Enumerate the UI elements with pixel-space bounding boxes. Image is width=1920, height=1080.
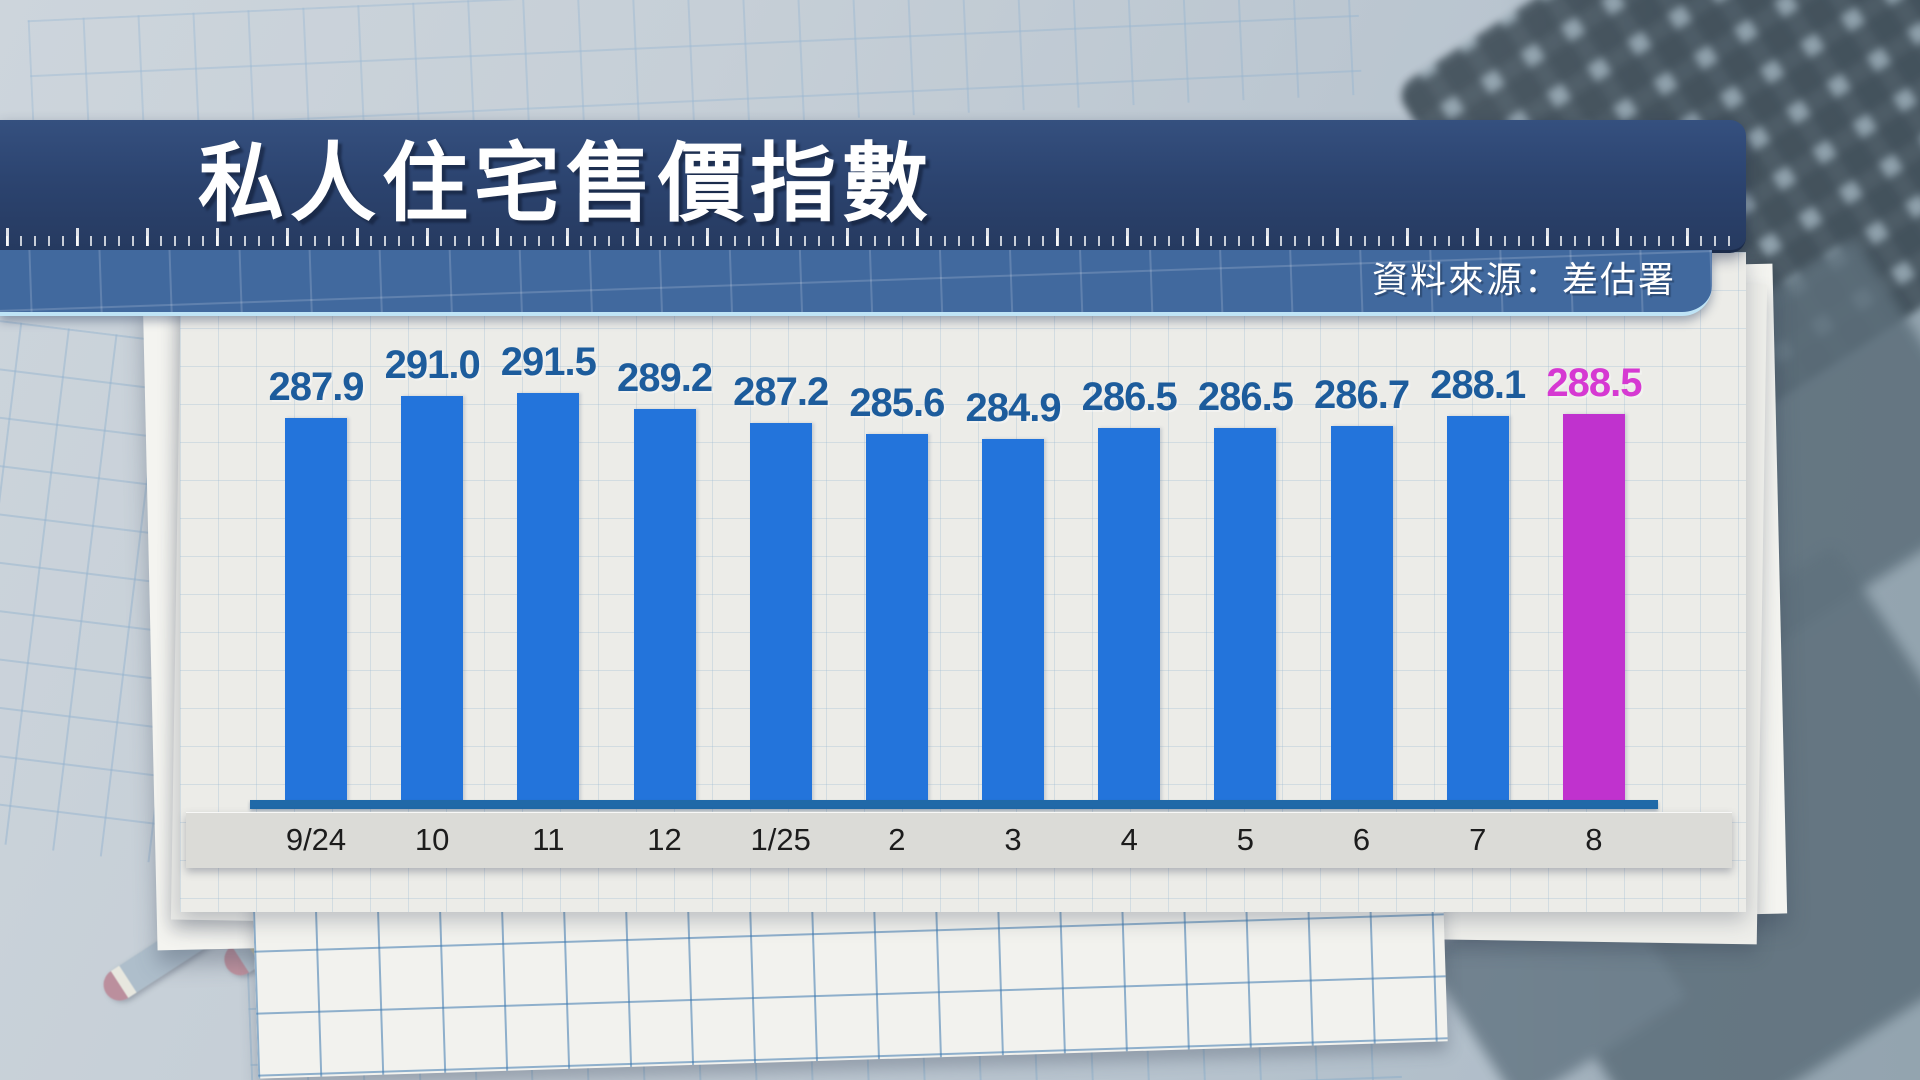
bar-value-label: 287.2 [733, 370, 829, 414]
bar-cell: 284.9 [965, 386, 1062, 805]
bar-value-label: 288.5 [1546, 361, 1642, 405]
bar-value-label: 286.5 [1081, 375, 1178, 419]
bar [633, 409, 696, 805]
bar [749, 423, 812, 805]
bar [401, 396, 464, 805]
ruler-ticks-decoration [6, 228, 1736, 246]
x-axis-label: 8 [1585, 822, 1603, 857]
x-axis-label-strip: 9/24 10 11 12 1/25 2 3 4 5 6 7 8 [186, 812, 1732, 868]
bar-value-label: 284.9 [965, 386, 1061, 430]
page-title: 私人住宅售價指數 [198, 136, 934, 232]
bar [1446, 416, 1509, 805]
bar [517, 393, 580, 805]
bar-chart: 287.9 291.0 291.5 289.2 287.2 285.6 284.… [268, 340, 1642, 805]
bar-cell: 291.0 [385, 343, 481, 805]
bar [1562, 414, 1625, 805]
bar [982, 439, 1045, 805]
bar-cell: 286.5 [1198, 375, 1294, 805]
bar-value-label: 286.7 [1314, 373, 1410, 417]
bar-value-label: 285.6 [849, 381, 945, 425]
bar [1330, 426, 1393, 805]
bar-value-label: 289.2 [616, 356, 713, 400]
x-axis-label: 4 [1120, 822, 1138, 857]
bar-cell: 289.2 [617, 356, 713, 805]
bar-cell: 288.5 [1546, 361, 1642, 805]
bar-cell: 286.7 [1314, 373, 1410, 805]
x-axis-label: 11 [532, 822, 565, 857]
bar-cell: 288.1 [1430, 363, 1526, 805]
source-label: 資料來源：差估署 [1371, 259, 1676, 300]
bar-value-label: 288.1 [1430, 363, 1526, 407]
x-axis-label: 2 [888, 822, 906, 857]
bar-cell: 285.6 [849, 381, 945, 805]
bar-value-label: 291.0 [384, 343, 481, 387]
x-axis-line [250, 800, 1658, 809]
x-axis-label: 5 [1236, 822, 1254, 857]
x-axis-label: 12 [647, 822, 682, 857]
x-axis-label: 6 [1352, 822, 1371, 857]
bar [865, 434, 928, 805]
x-axis-label: 3 [1004, 822, 1022, 857]
bar-value-label: 286.5 [1197, 375, 1294, 419]
bar-cell: 287.9 [268, 365, 365, 805]
bar-cell: 287.2 [733, 370, 829, 805]
x-axis-label: 7 [1469, 822, 1487, 857]
bar-cell: 286.5 [1082, 375, 1178, 805]
title-banner: 私人住宅售價指數 [0, 120, 1746, 253]
bar [285, 418, 347, 805]
bar-cell: 291.5 [501, 340, 597, 805]
x-axis-label: 10 [414, 822, 450, 857]
source-banner: 資料來源：差估署 [0, 250, 1712, 316]
bar [1098, 428, 1161, 805]
bar [1214, 428, 1277, 805]
x-axis-label: 1/25 [750, 822, 811, 857]
x-axis-labels: 9/24 10 11 12 1/25 2 3 4 5 6 7 8 [285, 812, 1625, 868]
bar-value-label: 287.9 [268, 365, 364, 409]
x-axis-label: 9/24 [285, 822, 347, 857]
bar-value-label: 291.5 [500, 340, 597, 384]
